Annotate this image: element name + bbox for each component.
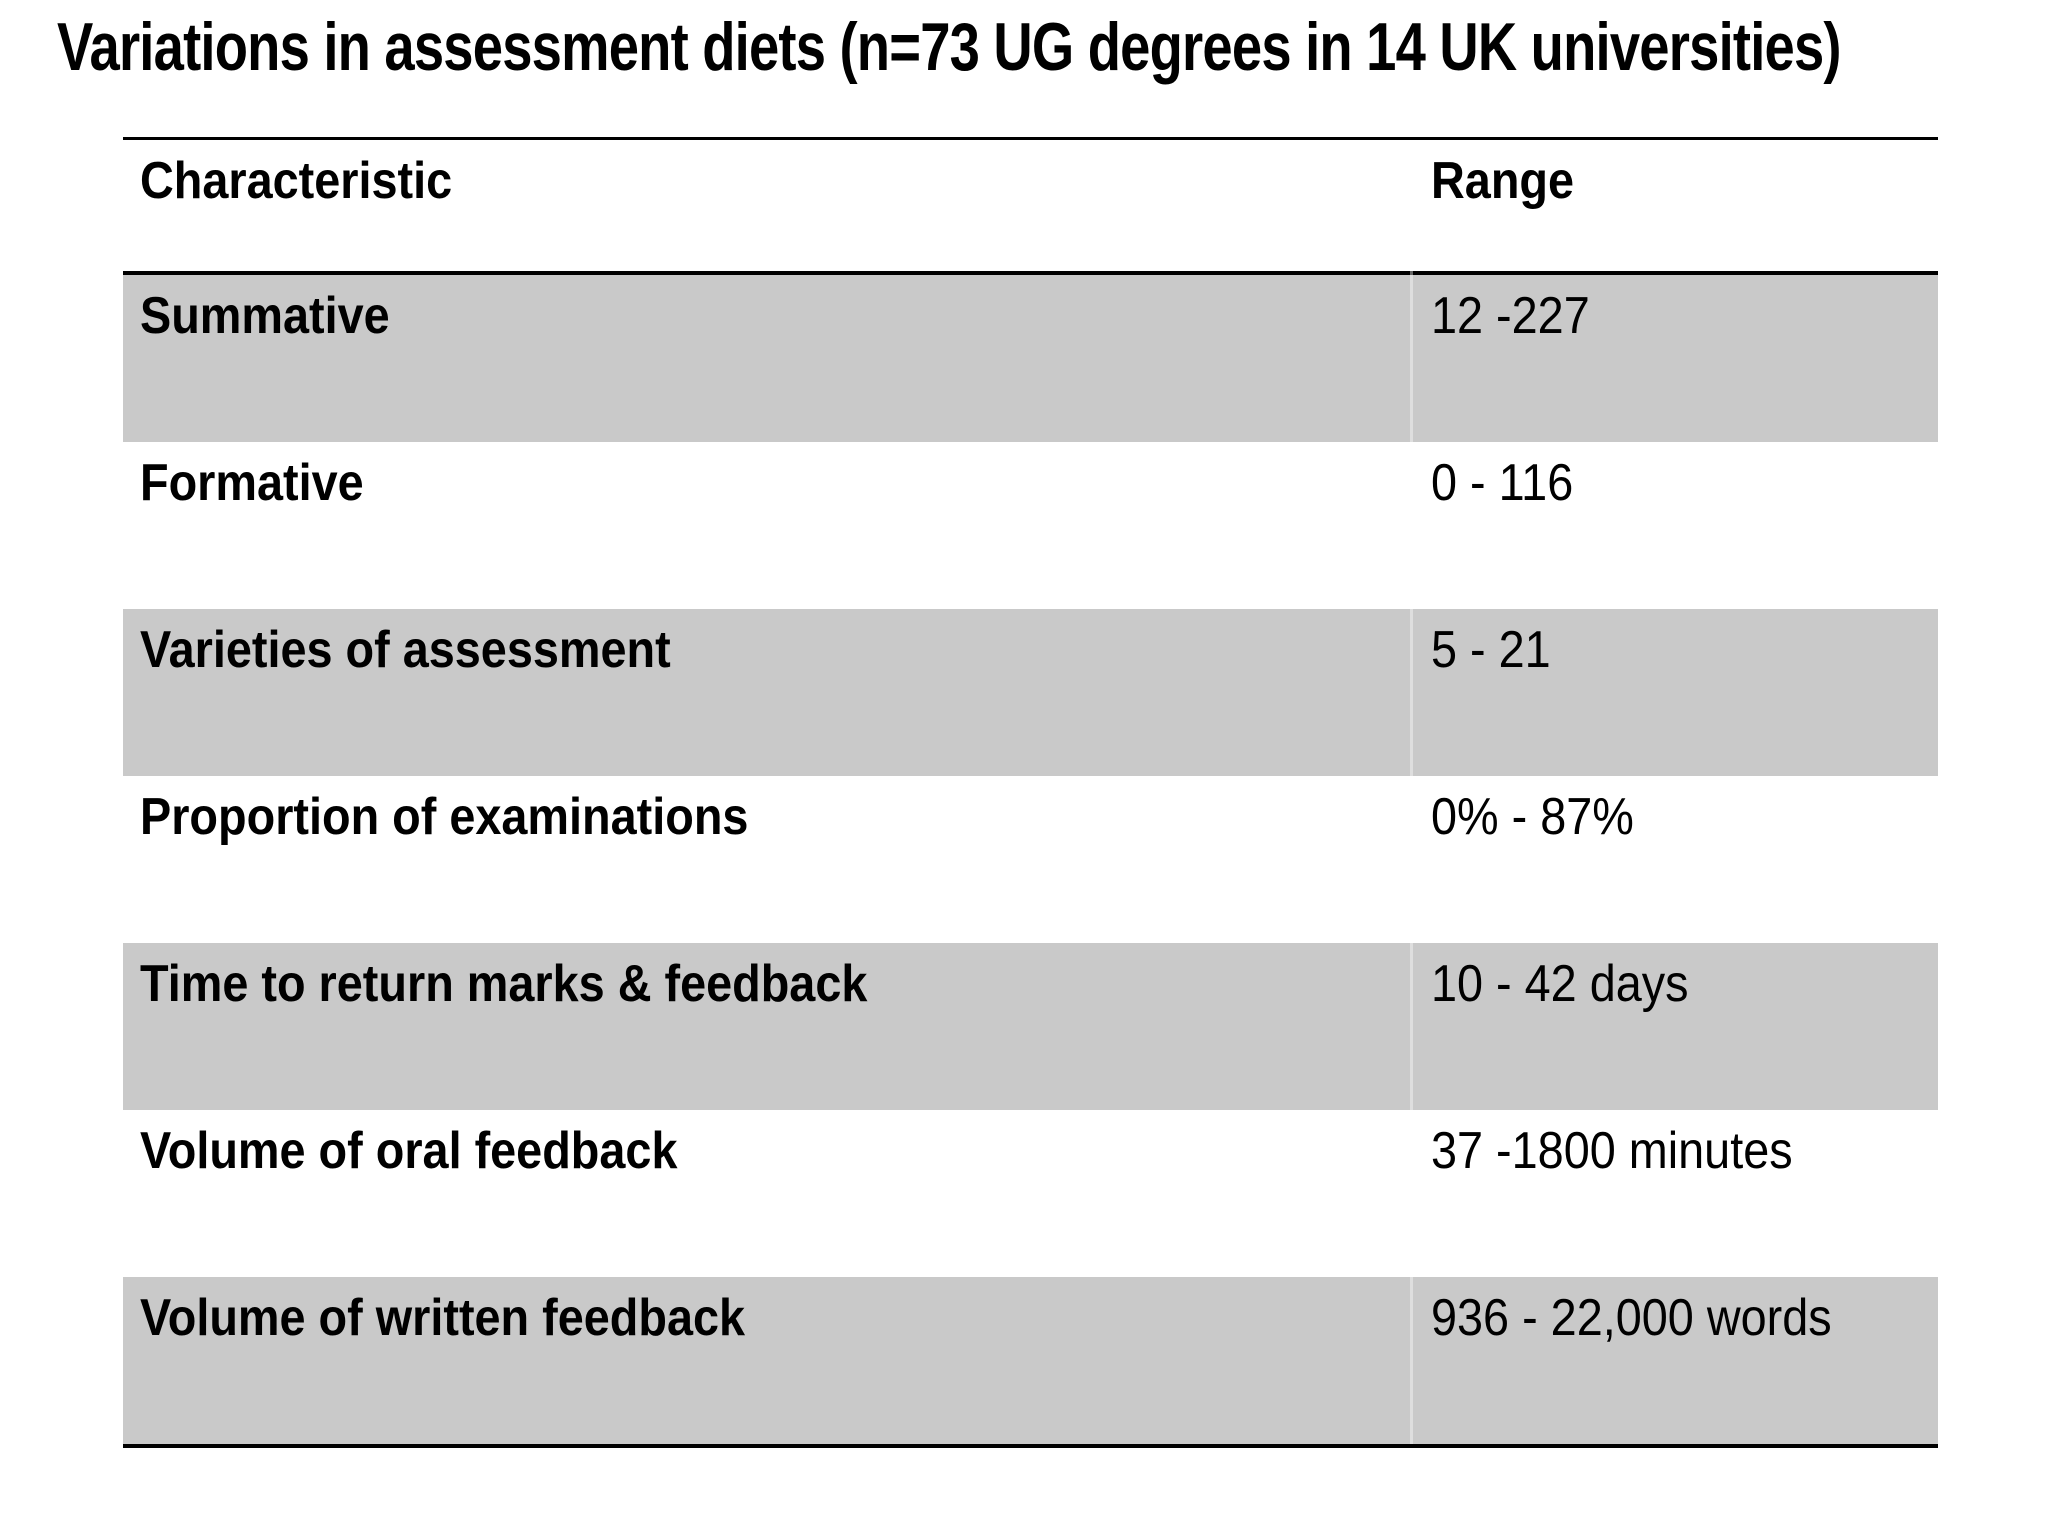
cell-range: 37 -1800 minutes (1410, 1110, 1938, 1277)
slide-title: Variations in assessment diets (n=73 UG … (57, 9, 1842, 85)
cell-characteristic: Time to return marks & feedback (123, 943, 1410, 1110)
table-row-volume-of-written-feedback: Volume of written feedback 936 - 22,000 … (123, 1277, 1938, 1444)
range-value: 12 -227 (1431, 287, 1590, 345)
range-value: 0 - 116 (1431, 454, 1574, 512)
cell-characteristic: Proportion of examinations (123, 776, 1410, 943)
cell-characteristic: Summative (123, 275, 1410, 442)
cell-range: 5 - 21 (1410, 609, 1938, 776)
characteristic-label: Volume of written feedback (140, 1289, 746, 1347)
characteristic-label: Time to return marks & feedback (140, 955, 868, 1013)
characteristic-label: Varieties of assessment (140, 621, 671, 679)
column-header-range-label: Range (1431, 152, 1575, 210)
characteristic-label: Summative (140, 287, 390, 345)
table-row-varieties-of-assessment: Varieties of assessment 5 - 21 (123, 609, 1938, 776)
cell-characteristic: Formative (123, 442, 1410, 609)
cell-characteristic: Volume of written feedback (123, 1277, 1410, 1444)
table-row-summative: Summative 12 -227 (123, 275, 1938, 442)
table-row-time-to-return-marks-feedback: Time to return marks & feedback 10 - 42 … (123, 943, 1938, 1110)
characteristic-label: Volume of oral feedback (140, 1122, 678, 1180)
range-value: 0% - 87% (1431, 788, 1634, 846)
range-value: 37 -1800 minutes (1431, 1122, 1793, 1180)
cell-range: 0% - 87% (1410, 776, 1938, 943)
column-header-range: Range (1410, 140, 1938, 271)
cell-range: 10 - 42 days (1410, 943, 1938, 1110)
characteristic-label: Proportion of examinations (140, 788, 749, 846)
range-value: 5 - 21 (1431, 621, 1551, 679)
table-header-row: Characteristic Range (123, 140, 1938, 275)
cell-characteristic: Varieties of assessment (123, 609, 1410, 776)
range-value: 10 - 42 days (1431, 955, 1689, 1013)
characteristic-label: Formative (140, 454, 364, 512)
cell-characteristic: Volume of oral feedback (123, 1110, 1410, 1277)
table-row-proportion-of-examinations: Proportion of examinations 0% - 87% (123, 776, 1938, 943)
cell-range: 12 -227 (1410, 275, 1938, 442)
table-row-formative: Formative 0 - 116 (123, 442, 1938, 609)
column-header-characteristic: Characteristic (123, 140, 1410, 271)
cell-range: 0 - 116 (1410, 442, 1938, 609)
cell-range: 936 - 22,000 words (1410, 1277, 1938, 1444)
table-row-volume-of-oral-feedback: Volume of oral feedback 37 -1800 minutes (123, 1110, 1938, 1277)
column-header-characteristic-label: Characteristic (140, 152, 453, 210)
assessment-diets-table: Characteristic Range Summative 12 -227 F… (123, 137, 1938, 1448)
range-value: 936 - 22,000 words (1431, 1289, 1832, 1347)
